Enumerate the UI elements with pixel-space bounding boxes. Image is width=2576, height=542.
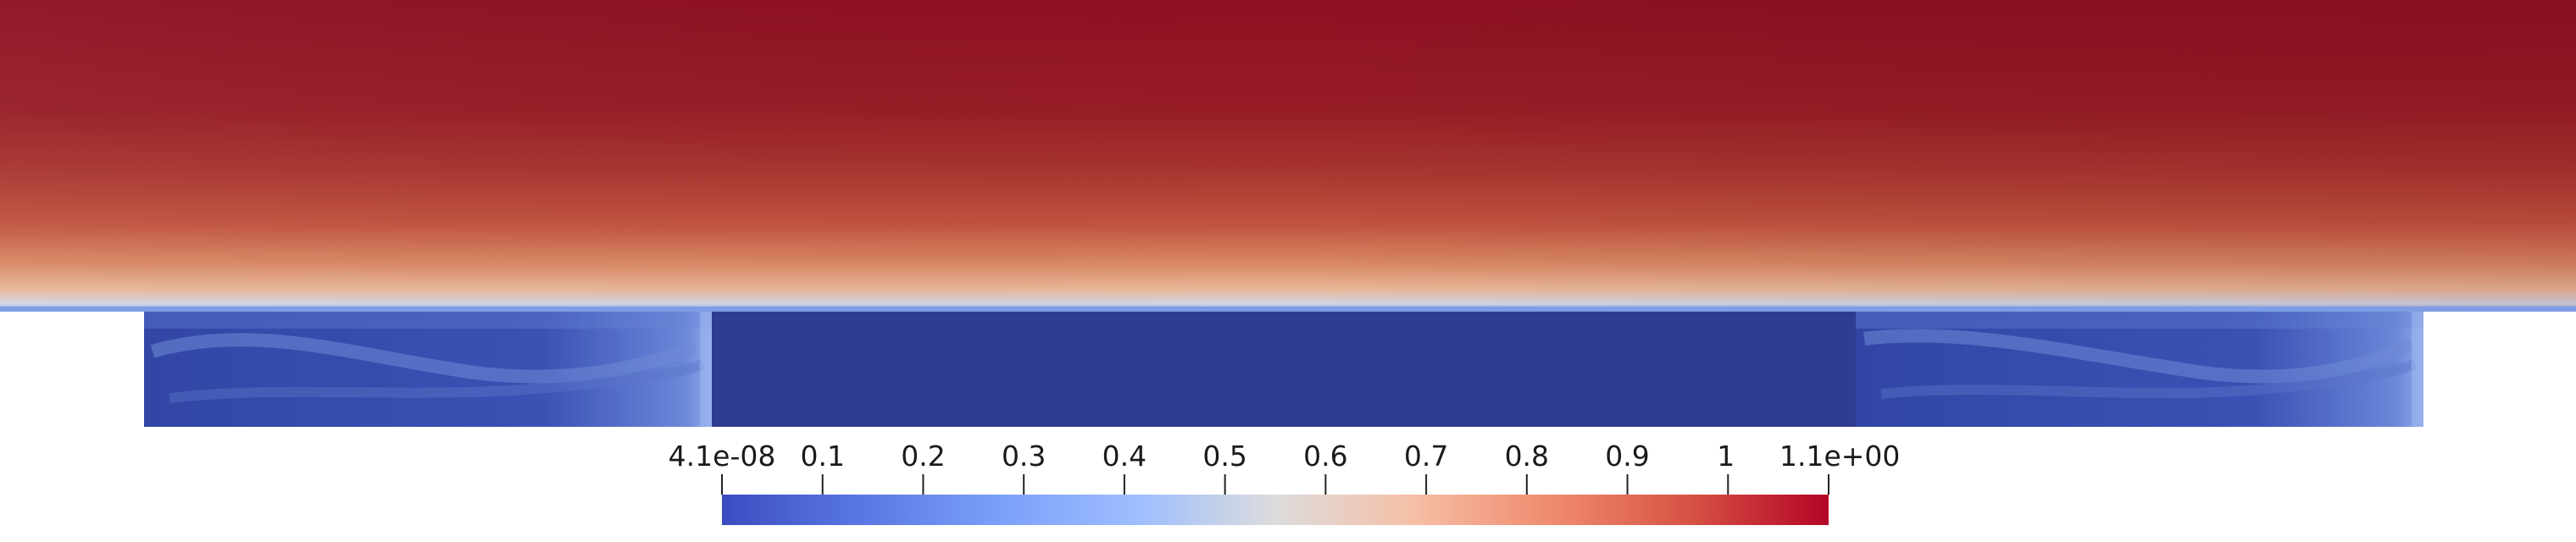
colorbar-tick-label: 0.1 [800,440,844,473]
colorbar-tick-label: 0.4 [1102,440,1146,473]
colorbar-tick-label: 4.1e-08 [669,440,776,473]
colorbar-tick-label: 0.5 [1202,440,1246,473]
central-block [712,312,1856,427]
colorbar-tick-label: 0.8 [1505,440,1549,473]
colorbar-tick-label: 1.1e+00 [1779,440,1900,473]
colorbar-tick-label: 0.9 [1605,440,1649,473]
colorbar-tick-label: 0.2 [901,440,945,473]
colorbar-tick-label: 0.7 [1404,440,1448,473]
colorbar: 4.1e-08 0.1 0.2 0.3 0.4 0.5 0.6 0.7 0.8 0.9 1 1.1e+… [669,440,1900,525]
left-cavity-vortex [144,312,712,427]
colorbar-tick-label: 1 [1717,440,1735,473]
interface-strip [0,307,2576,312]
colorbar-gradient [722,495,1829,525]
colorbar-tick-label: 0.6 [1303,440,1347,473]
colorbar-ticks: 4.1e-08 0.1 0.2 0.3 0.4 0.5 0.6 0.7 0.8 0.9 1 1.1e+… [669,440,1900,495]
upper-flow-shading [0,0,2576,312]
right-cavity-vortex [1856,312,2423,427]
colorbar-tick-label: 0.3 [1002,440,1046,473]
